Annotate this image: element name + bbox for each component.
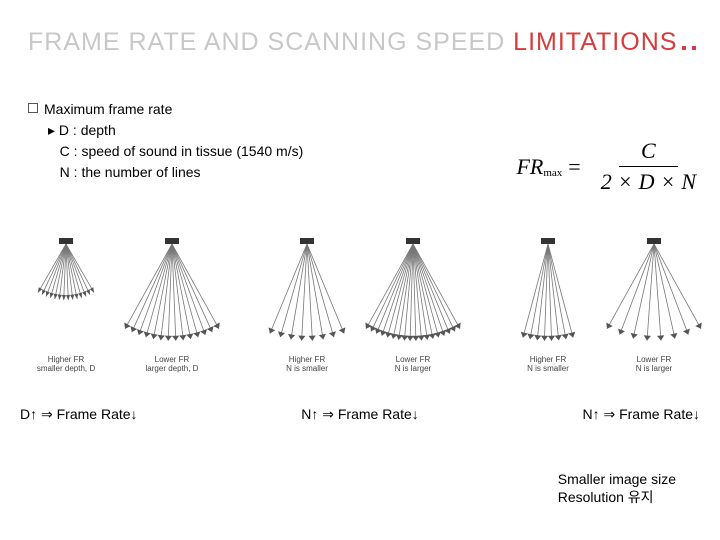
relations-row: D↑ ⇒ Frame Rate↓ N↑ ⇒ Frame Rate↓ N↑ ⇒ F… — [20, 406, 700, 423]
diagram-pair-1: Higher FR smaller depth, D Lower FR large… — [16, 234, 222, 374]
diagram-pair-3: Higher FR N is smaller Lower FR N is larg… — [498, 234, 704, 374]
relation-2: N↑ ⇒ Frame Rate↓ — [301, 406, 419, 423]
diagram-label: Lower FR N is larger — [636, 356, 672, 374]
den-c: N — [681, 169, 696, 194]
den-x2: × — [660, 169, 675, 194]
corner-dots — [682, 46, 696, 50]
slide: FRAME RATE AND SCANNING SPEED LIMITATION… — [0, 0, 720, 540]
title-main: FRAME RATE AND SCANNING SPEED — [28, 28, 513, 56]
formula-sub: max — [543, 167, 562, 179]
diagram-label: Lower FR N is larger — [395, 356, 431, 374]
den-x1: × — [618, 169, 633, 194]
fan-diagram: Lower FR larger depth, D — [122, 234, 222, 374]
footer-line-2: Resolution 유지 — [558, 488, 676, 506]
fan-diagram: Lower FR N is larger — [604, 234, 704, 374]
relation-3: N↑ ⇒ Frame Rate↓ — [582, 406, 700, 423]
hollow-square-icon — [28, 103, 38, 113]
diagram-label: Higher FR smaller depth, D — [37, 356, 95, 374]
title-accent: LIMITATIONS — [513, 28, 677, 56]
relation-1: D↑ ⇒ Frame Rate↓ — [20, 406, 138, 423]
slide-title: FRAME RATE AND SCANNING SPEED LIMITATION… — [28, 28, 692, 57]
diagrams-row: Higher FR smaller depth, D Lower FR large… — [16, 234, 704, 374]
fan-diagram: Higher FR N is smaller — [257, 234, 357, 374]
footer-line-1: Smaller image size — [558, 470, 676, 488]
den-b: D — [639, 169, 655, 194]
bullet-line-1: Maximum frame rate — [28, 99, 692, 120]
bullet-text-1: Maximum frame rate — [44, 99, 172, 120]
fan-diagram: Higher FR N is smaller — [498, 234, 598, 374]
formula-den: 2×D×N — [597, 167, 700, 195]
fan-diagram: Lower FR N is larger — [363, 234, 463, 374]
formula-fraction: C 2×D×N — [597, 138, 700, 195]
diagram-pair-2: Higher FR N is smaller Lower FR N is larg… — [257, 234, 463, 374]
den-a: 2 — [601, 169, 612, 194]
formula: FRmax = C 2×D×N — [516, 138, 700, 195]
formula-fr: FR — [516, 154, 543, 180]
formula-eq: = — [568, 154, 580, 180]
fan-diagram: Higher FR smaller depth, D — [16, 234, 116, 374]
diagram-label: Higher FR N is smaller — [527, 356, 569, 374]
diagram-label: Higher FR N is smaller — [286, 356, 328, 374]
formula-num: C — [619, 138, 678, 167]
footer-note: Smaller image size Resolution 유지 — [558, 470, 676, 506]
diagram-label: Lower FR larger depth, D — [146, 356, 199, 374]
